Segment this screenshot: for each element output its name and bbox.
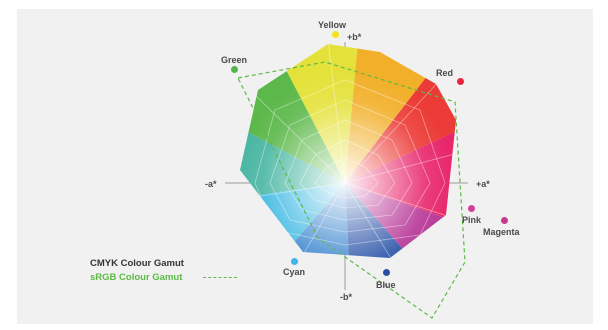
axis-label-pos-b: +b*	[347, 32, 362, 42]
label-cyan: Cyan	[283, 267, 306, 277]
magenta-dot-icon	[501, 217, 508, 224]
axis-label-neg-b: -b*	[340, 292, 352, 302]
blue-dot-icon	[383, 269, 390, 276]
label-yellow: Yellow	[318, 20, 347, 30]
red-dot-icon	[457, 78, 464, 85]
pink-dot-icon	[468, 205, 475, 212]
axis-label-neg-a: -a*	[205, 179, 217, 189]
label-blue: Blue	[376, 280, 396, 290]
label-green: Green	[221, 55, 248, 65]
srgb-gamut-outline	[237, 61, 466, 319]
label-pink: Pink	[462, 215, 482, 225]
green-dot-icon	[231, 66, 238, 73]
legend-cmyk-label: CMYK Colour Gamut	[90, 258, 184, 269]
label-red: Red	[436, 68, 454, 78]
label-magenta: Magenta	[483, 227, 520, 237]
legend-srgb-label: sRGB Colour Gamut	[90, 272, 183, 283]
axis-label-pos-a: +a*	[476, 179, 490, 189]
yellow-dot-icon	[332, 31, 339, 38]
legend-srgb-dash-line	[203, 277, 237, 278]
cyan-dot-icon	[291, 258, 298, 265]
